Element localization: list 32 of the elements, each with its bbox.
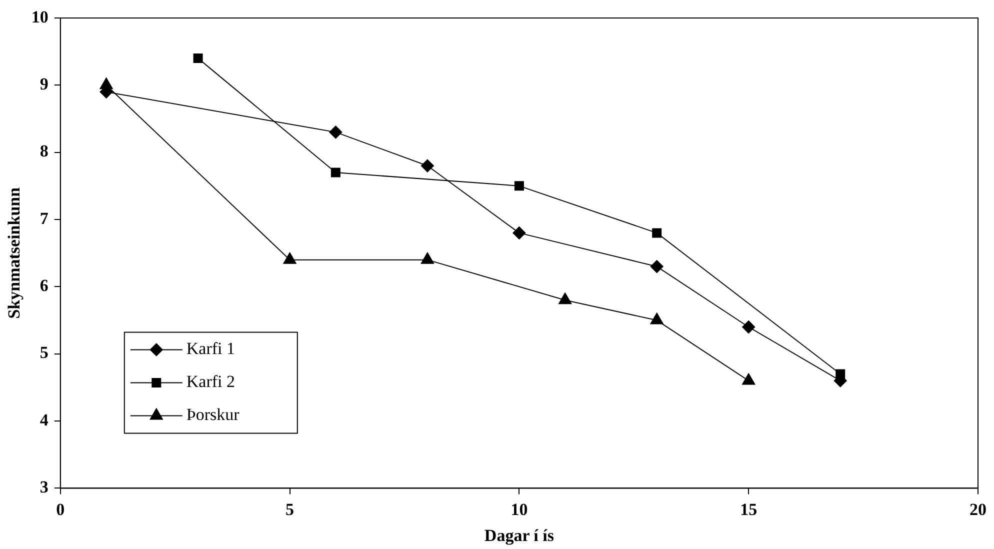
point bbox=[512, 226, 526, 240]
legend-label: Karfi 1 bbox=[186, 339, 236, 358]
point bbox=[558, 292, 572, 304]
y-tick-label: 10 bbox=[31, 7, 48, 26]
y-tick-label: 6 bbox=[40, 276, 48, 296]
x-tick-label: 0 bbox=[56, 500, 65, 519]
x-axis-title: Dagar í ís bbox=[484, 526, 554, 546]
x-tick-label: 15 bbox=[740, 500, 758, 519]
y-tick-label: 4 bbox=[40, 410, 49, 430]
y-tick-label: 5 bbox=[40, 343, 48, 362]
point bbox=[420, 252, 434, 264]
x-tick-label: 5 bbox=[286, 500, 294, 519]
point bbox=[329, 126, 342, 139]
point bbox=[420, 159, 434, 172]
x-tick-label: 20 bbox=[970, 500, 986, 519]
point bbox=[650, 312, 664, 324]
point bbox=[742, 320, 756, 334]
point bbox=[283, 252, 296, 264]
y-tick-label: 8 bbox=[40, 142, 48, 161]
x-tick-label: 10 bbox=[510, 500, 528, 519]
point bbox=[742, 373, 756, 385]
y-tick-label: 7 bbox=[40, 208, 49, 228]
point bbox=[514, 181, 524, 191]
y-tick-label: 3 bbox=[40, 478, 48, 497]
y-tick-label: 9 bbox=[40, 74, 48, 94]
point bbox=[650, 260, 664, 274]
point bbox=[193, 54, 203, 64]
legend-label: Karfi 2 bbox=[186, 372, 236, 392]
point bbox=[330, 168, 340, 178]
point bbox=[652, 228, 662, 238]
legend-label: Þorskur bbox=[186, 405, 240, 424]
y-axis-title: Skynmatseinkunn bbox=[4, 186, 24, 319]
